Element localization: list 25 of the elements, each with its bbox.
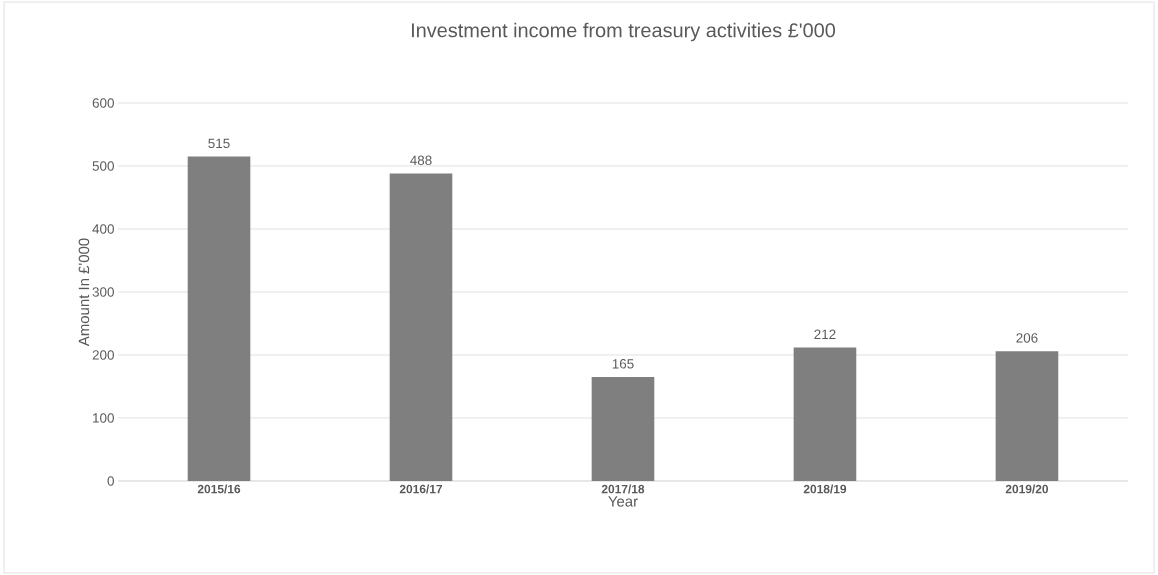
data-label: 488 xyxy=(410,155,432,166)
x-tick-label: 2019/20 xyxy=(1005,484,1049,494)
data-label: 206 xyxy=(1016,333,1038,343)
data-label: 515 xyxy=(208,138,230,149)
y-tick-label: 0 xyxy=(107,476,114,486)
y-tick-label: 400 xyxy=(92,224,114,234)
bar xyxy=(793,347,857,481)
bar xyxy=(995,351,1059,481)
x-axis-title: Year xyxy=(608,496,638,507)
y-tick-label: 300 xyxy=(92,287,114,297)
y-tick-label: 500 xyxy=(92,161,114,171)
chart-title: Investment income from treasury activities £'000 xyxy=(411,22,836,42)
x-tick-label: 2017/18 xyxy=(601,484,645,494)
y-axis-title: Amount In £'000 xyxy=(78,238,90,347)
x-tick-label: 2015/16 xyxy=(197,484,241,494)
x-tick-label: 2016/17 xyxy=(399,484,443,494)
bar xyxy=(591,377,655,481)
bar xyxy=(187,156,251,481)
y-tick-label: 100 xyxy=(93,413,114,423)
y-tick-label: 600 xyxy=(92,98,114,108)
data-label: 212 xyxy=(814,329,836,339)
data-label: 165 xyxy=(612,358,634,369)
x-tick-label: 2018/19 xyxy=(803,484,847,494)
y-tick-label: 200 xyxy=(92,350,114,360)
bar xyxy=(389,173,453,481)
